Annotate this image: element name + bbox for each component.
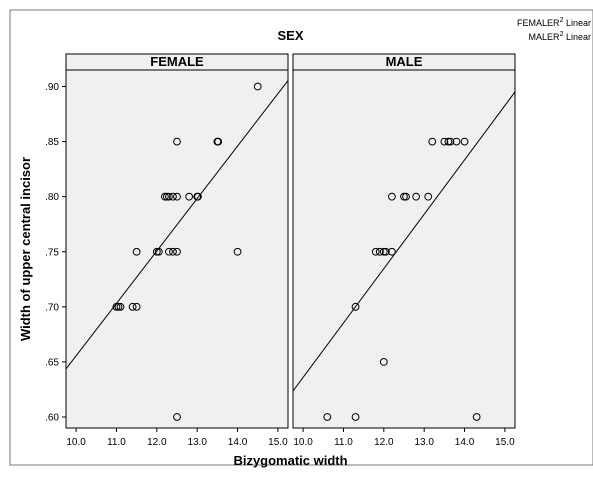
x-tick-label: 13.0 (187, 437, 207, 448)
data-point (173, 137, 181, 146)
data-point (233, 247, 242, 256)
data-point (444, 137, 453, 146)
panel-title: FEMALE (150, 54, 204, 69)
data-point (169, 247, 177, 256)
y-tick-label: .75 (45, 247, 59, 258)
data-point (154, 247, 163, 256)
data-point (379, 358, 388, 366)
panel-frame (65, 69, 289, 429)
data-point (165, 247, 173, 256)
data-point (173, 247, 181, 256)
legend-entry: FEMALER2 Linear (517, 17, 591, 28)
legend-entry-fit: Linear (563, 18, 591, 28)
x-tick-label: 12.0 (147, 437, 167, 448)
data-point (214, 137, 223, 146)
data-point (412, 192, 421, 201)
data-point (112, 302, 121, 311)
legend-entry-sup: 2 (560, 17, 564, 24)
data-point (387, 192, 396, 201)
fit-line (292, 91, 516, 392)
data-point (440, 137, 449, 146)
y-tick-label: .70 (45, 302, 59, 313)
panel-header (292, 53, 516, 71)
x-tick-label: 12.0 (374, 437, 394, 448)
data-point (379, 247, 388, 256)
data-point (132, 302, 141, 311)
x-tick-label: 10.0 (293, 437, 313, 448)
y-tick-label: .65 (45, 357, 59, 368)
data-point (402, 192, 410, 201)
y-tick-label: .90 (45, 82, 59, 93)
data-point (160, 192, 169, 201)
x-tick-label: 14.0 (455, 437, 475, 448)
panel-header (65, 53, 289, 71)
data-point (452, 137, 461, 146)
data-point (163, 192, 171, 201)
data-point (460, 137, 469, 146)
data-point (351, 413, 360, 421)
fit-line (65, 80, 289, 370)
y-axis-label: Width of upper central incisor (18, 157, 33, 341)
legend-entry: MALER2 Linear (529, 31, 591, 42)
legend-entry-name: MALER (529, 32, 561, 42)
data-point (194, 192, 202, 201)
x-tick-label: 10.0 (66, 437, 86, 448)
data-point (169, 192, 177, 201)
y-tick-label: .85 (45, 137, 59, 148)
data-point (128, 302, 137, 311)
x-tick-label: 11.0 (334, 437, 353, 448)
data-point (253, 82, 262, 91)
panel-frame (292, 69, 516, 429)
chart-title: SEX (277, 28, 303, 43)
x-tick-label: 15.0 (268, 437, 288, 448)
x-tick-label: 15.0 (495, 437, 515, 448)
y-tick-label: .80 (45, 192, 59, 203)
data-point (424, 192, 433, 201)
data-point (173, 413, 181, 421)
data-point (132, 247, 141, 256)
data-point (400, 192, 408, 201)
data-point (152, 247, 161, 256)
data-point (428, 137, 437, 146)
legend-entry-name: FEMALER (517, 18, 560, 28)
y-tick-label: .60 (45, 412, 59, 423)
data-point (173, 192, 181, 201)
data-point (114, 302, 123, 311)
data-point (323, 413, 332, 421)
data-point (165, 192, 173, 201)
x-tick-label: 13.0 (414, 437, 434, 448)
data-point (375, 247, 384, 256)
data-point (185, 192, 194, 201)
legend-entry-fit: Linear (563, 32, 591, 42)
data-point (472, 413, 481, 421)
data-point (351, 302, 360, 311)
data-point (116, 302, 125, 311)
x-tick-label: 11.0 (107, 437, 126, 448)
x-axis-label: Bizygomatic width (233, 453, 347, 468)
data-point (446, 137, 455, 146)
panel-title: MALE (386, 54, 423, 69)
data-point (387, 247, 396, 256)
data-point (371, 247, 380, 256)
data-point (381, 247, 390, 256)
legend-entry-sup: 2 (560, 31, 564, 38)
x-tick-label: 14.0 (228, 437, 248, 448)
